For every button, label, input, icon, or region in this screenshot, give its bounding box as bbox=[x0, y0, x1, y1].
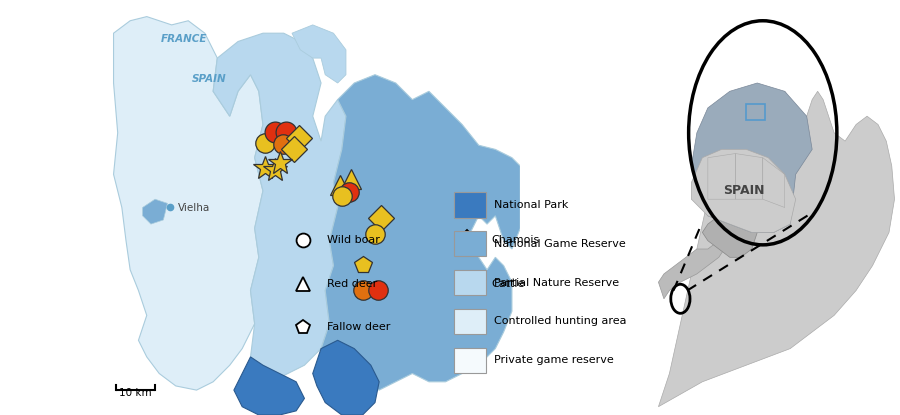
Text: SPAIN: SPAIN bbox=[192, 74, 226, 84]
Bar bbox=[454, 348, 486, 373]
Polygon shape bbox=[659, 232, 730, 299]
Bar bbox=[454, 270, 486, 295]
Text: Partial Nature Reserve: Partial Nature Reserve bbox=[493, 278, 618, 288]
Polygon shape bbox=[113, 17, 263, 390]
Polygon shape bbox=[702, 208, 757, 257]
Polygon shape bbox=[313, 340, 379, 415]
Text: Red deer: Red deer bbox=[327, 278, 377, 288]
Text: SPAIN: SPAIN bbox=[723, 184, 764, 198]
Text: Vielha: Vielha bbox=[178, 203, 210, 212]
Polygon shape bbox=[321, 75, 520, 390]
Text: National Park: National Park bbox=[493, 200, 568, 210]
Text: Wild boar: Wild boar bbox=[327, 235, 380, 245]
Text: National Game Reserve: National Game Reserve bbox=[493, 239, 626, 249]
Bar bbox=[454, 231, 486, 256]
Text: 10 km: 10 km bbox=[119, 388, 151, 398]
Text: Cattle: Cattle bbox=[491, 278, 525, 288]
Bar bbox=[454, 309, 486, 334]
Text: FRANCE: FRANCE bbox=[161, 34, 207, 44]
Text: Chamois: Chamois bbox=[491, 235, 539, 245]
Polygon shape bbox=[659, 91, 895, 407]
Bar bbox=[454, 193, 486, 217]
Bar bbox=[746, 104, 766, 120]
Text: Controlled hunting area: Controlled hunting area bbox=[493, 316, 626, 327]
Text: Private game reserve: Private game reserve bbox=[493, 355, 613, 365]
Polygon shape bbox=[292, 25, 346, 83]
Polygon shape bbox=[142, 199, 167, 224]
Text: FRANCE: FRANCE bbox=[731, 70, 778, 80]
Polygon shape bbox=[691, 83, 812, 232]
Text: Fallow deer: Fallow deer bbox=[327, 322, 391, 332]
Polygon shape bbox=[691, 149, 796, 232]
Polygon shape bbox=[213, 33, 346, 382]
Polygon shape bbox=[234, 357, 304, 415]
